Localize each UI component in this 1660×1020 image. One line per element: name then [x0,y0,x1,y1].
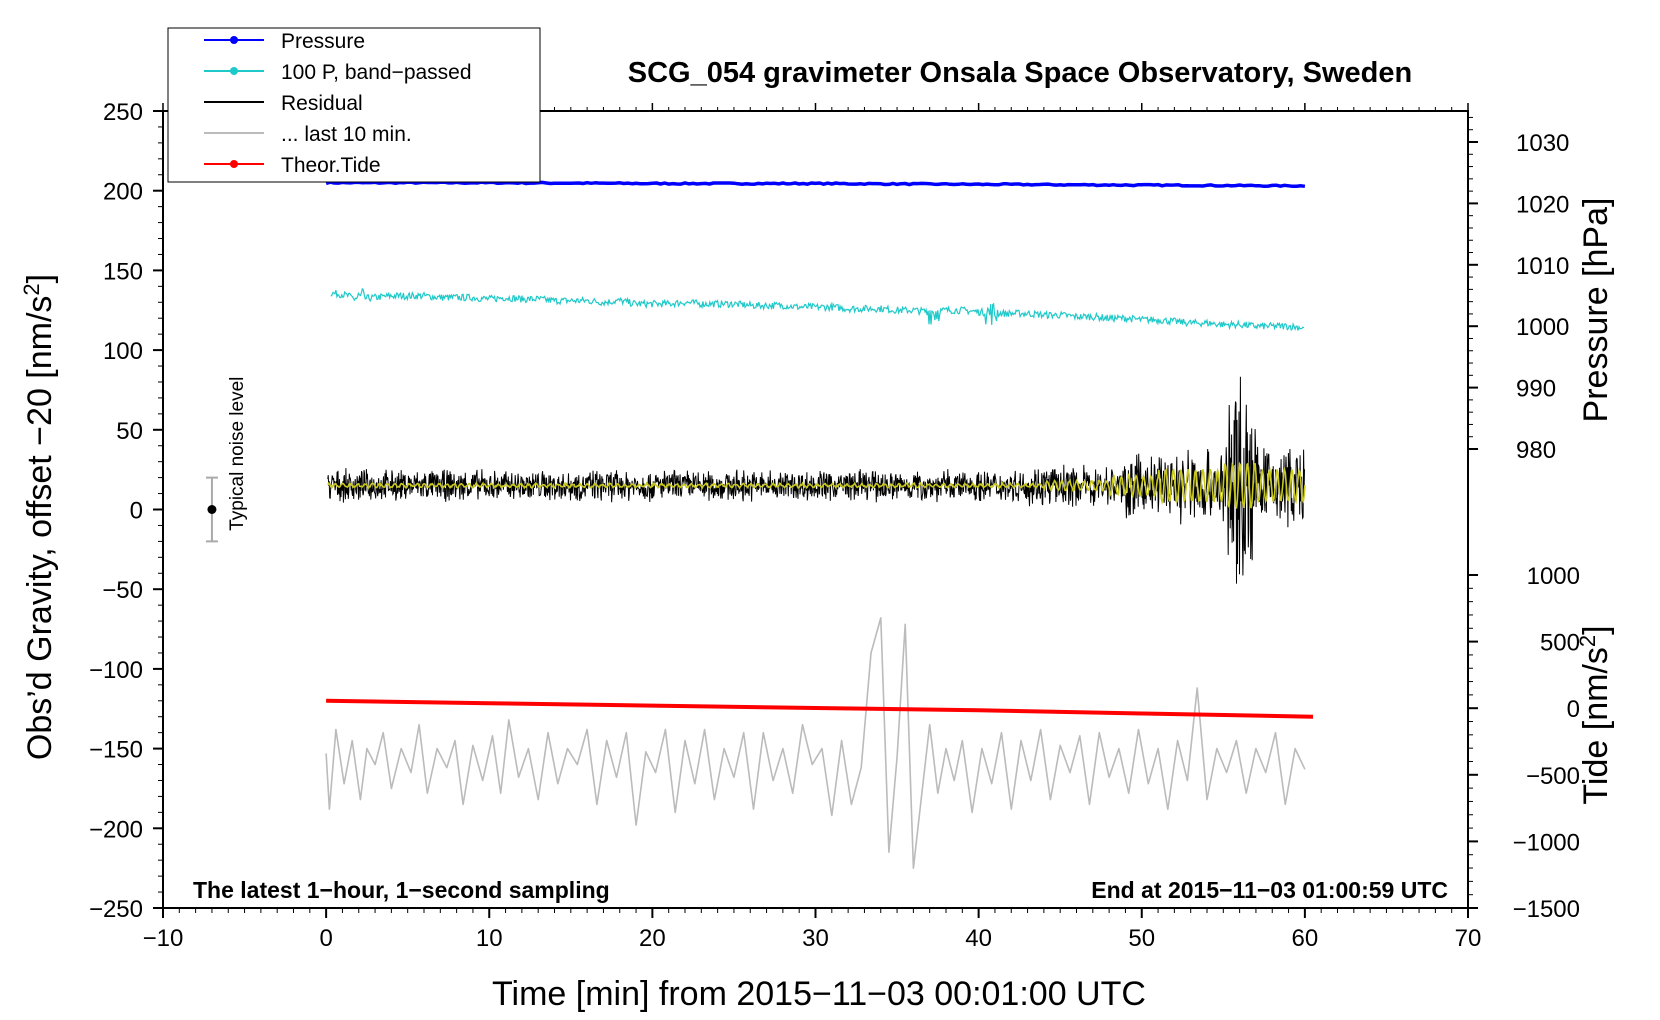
legend-items: Pressure 100 P, band−passed Residual ... la… [204,30,472,177]
legend-marker [230,160,238,168]
bottom-left-note: The latest 1−hour, 1−second sampling [193,877,610,903]
last-10-min-line [325,617,1306,869]
bandpassed-pressure-line [330,287,1305,331]
y-tick-label: −250 [89,896,143,923]
tide-tick-label: −1500 [1513,896,1580,923]
x-tick-label: −10 [143,925,184,952]
y-tick-label: 0 [130,498,143,525]
y-axis-label-sup: 2 [19,283,44,295]
pressure-tick-label: 990 [1516,376,1556,403]
noise-label: Typical noise level [227,377,248,531]
residual-filtered-line [327,461,1306,509]
legend-label: Theor.Tide [281,154,381,177]
tide-tick-label: 0 [1567,696,1580,723]
y-tick-label: 200 [103,179,143,206]
y-tick-label: −200 [89,816,143,843]
x-tick-label: 60 [1292,925,1319,952]
x-tick-label: 40 [965,925,992,952]
pressure-tick-label: 1010 [1516,253,1569,280]
legend: Pressure 100 P, band−passed Residual ... la… [167,27,541,183]
noise-center-dot [207,505,217,514]
y-tick-label: −150 [89,737,143,764]
tide-axis-label-main: Tide [nm/s [1577,647,1615,804]
theoretical-tide-line [326,698,1314,719]
tide-tick-label: 500 [1540,630,1580,657]
legend-box [167,27,541,183]
y-axis-label: Obs’d Gravity, offset −20 [nm/s2] [19,274,59,760]
x-axis-label: Time [min] from 2015−11−03 00:01:00 UTC [492,975,1146,1013]
legend-label: Residual [281,92,363,115]
tide-tick-label: −1000 [1513,829,1580,856]
legend-label: Pressure [281,30,365,53]
pressure-tick-label: 1000 [1516,314,1569,341]
tick-layer: −10 0 10 20 30 40 50 60 70250200150100500−50−100… [89,99,1580,952]
pressure-tick-label: 1020 [1516,191,1569,218]
y-tick-label: −50 [102,577,143,604]
x-tick-label: 30 [802,925,829,952]
x-tick-label: 0 [319,925,332,952]
pressure-tick-label: 980 [1516,437,1556,464]
tide-axis-label-sup: 2 [1575,635,1600,647]
y-axis-label-tail: ] [21,274,59,283]
tide-tick-label: −500 [1526,763,1580,790]
x-tick-label: 10 [476,925,503,952]
bottom-right-note: End at 2015−11−03 01:00:59 UTC [1091,877,1448,903]
tide-tick-label: 1000 [1527,563,1580,590]
y-tick-label: 50 [116,418,143,445]
legend-label: 100 P, band−passed [281,61,472,84]
x-tick-label: 20 [639,925,666,952]
chart-title: SCG_054 gravimeter Onsala Space Observat… [628,57,1412,89]
pressure-tick-label: 1030 [1516,130,1569,157]
x-tick-label: 50 [1128,925,1155,952]
legend-label: ... last 10 min. [281,123,412,146]
legend-marker [230,67,238,75]
x-tick-label: 70 [1455,925,1482,952]
tide-axis-label: Tide [nm/s2] [1575,625,1615,804]
pressure-axis-label: Pressure [hPa] [1577,198,1615,423]
y-tick-label: 250 [103,99,143,126]
tide-axis-label-tail: ] [1577,625,1615,634]
y-tick-label: 100 [103,338,143,365]
y-axis-label-main: Obs’d Gravity, offset −20 [nm/s [21,296,59,761]
y-tick-label: −100 [89,657,143,684]
y-tick-label: 150 [103,258,143,285]
noise-indicator: Typical noise level [205,377,248,543]
legend-marker [230,36,238,44]
